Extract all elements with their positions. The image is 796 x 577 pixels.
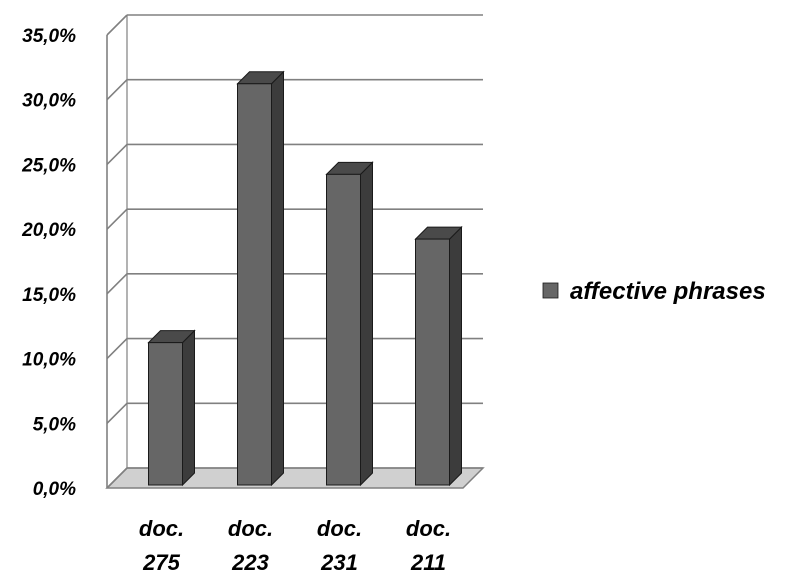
y-tick-label: 5,0%	[33, 414, 76, 435]
x-tick-labels: doc. 275 doc. 223 doc. 231 doc. 211	[139, 516, 451, 575]
axes	[106, 15, 128, 488]
bar-front	[415, 238, 450, 486]
x-tick-label: doc.	[228, 516, 273, 541]
legend-label: affective phrases	[570, 278, 766, 305]
y-tick-label: 25,0%	[21, 155, 76, 176]
gridline-side	[106, 338, 128, 360]
bar	[414, 225, 463, 487]
bars	[147, 70, 463, 487]
y-tick-label: 20,0%	[21, 220, 76, 241]
gridline-side	[106, 273, 128, 295]
x-tick-label: doc.	[317, 516, 362, 541]
gridline-side	[106, 14, 128, 36]
x-tick-label: 231	[320, 550, 358, 572]
legend-swatch	[542, 282, 559, 299]
gridline-side	[106, 143, 128, 165]
bar-front	[237, 83, 272, 486]
gridlines	[105, 14, 485, 489]
bar-front	[148, 342, 183, 486]
x-tick-label: 211	[410, 550, 446, 572]
y-tick-label: 10,0%	[22, 350, 76, 371]
y-tick-label: 35,0%	[22, 26, 76, 47]
gridline-side	[106, 402, 128, 424]
gridline-side	[106, 467, 128, 489]
y-tick-labels: 0,0% 5,0% 10,0% 15,0% 20,0% 25,0% 30,0% 35,0%	[21, 26, 76, 500]
bar-side	[271, 70, 284, 487]
y-tick-label: 0,0%	[33, 479, 76, 500]
x-tick-label: doc.	[139, 516, 184, 541]
x-tick-label: 223	[231, 550, 269, 572]
bar-front	[326, 173, 361, 486]
y-tick-label: 30,0%	[22, 91, 76, 112]
bar	[325, 161, 374, 487]
y-tick-label: 15,0%	[22, 285, 76, 306]
x-tick-label: 275	[142, 550, 180, 572]
bar-side	[449, 225, 462, 487]
gridline-side	[106, 79, 128, 101]
bar	[236, 70, 285, 487]
gridline-side	[106, 208, 128, 230]
x-tick-label: doc.	[406, 516, 451, 541]
bar-side	[360, 161, 373, 487]
bar	[147, 329, 196, 487]
bar-side	[182, 329, 195, 487]
legend: affective phrases	[542, 278, 766, 305]
